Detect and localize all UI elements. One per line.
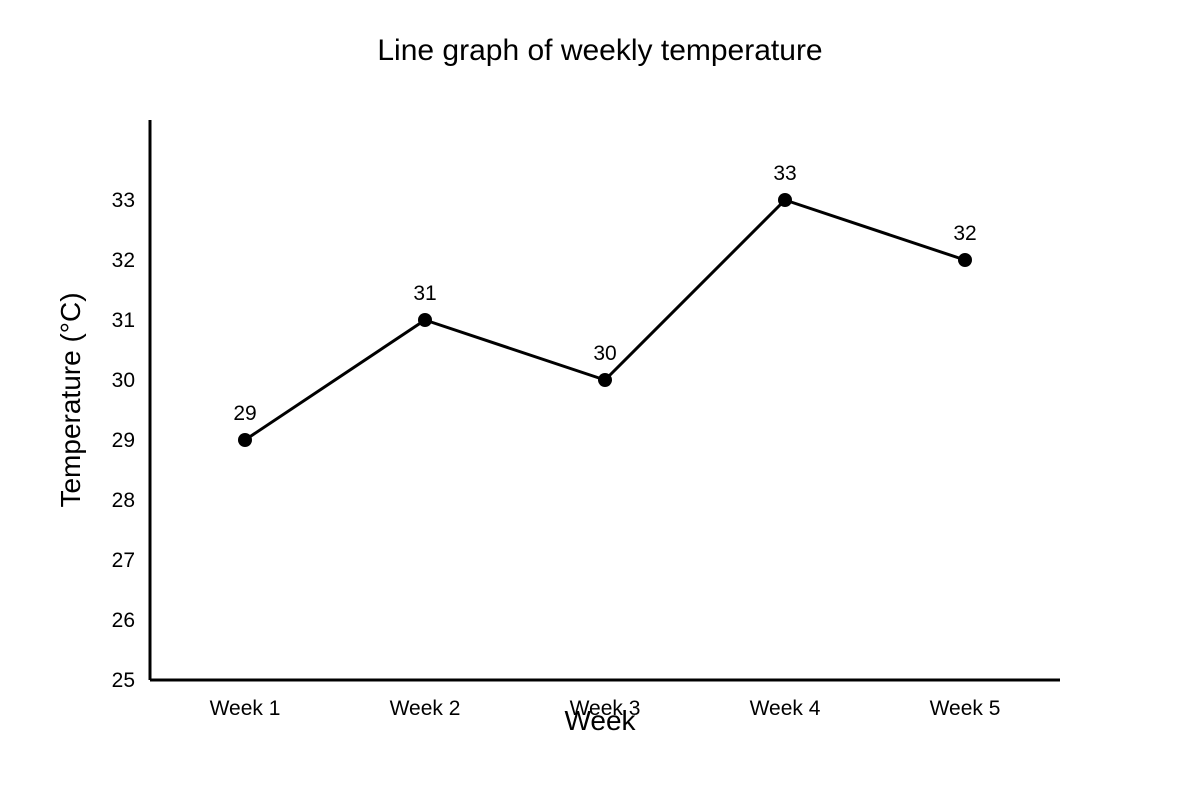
y-tick-label: 29 (112, 429, 135, 452)
data-point (958, 253, 972, 267)
series-line (244, 198, 966, 442)
chart-title: Line graph of weekly temperature (377, 34, 822, 67)
x-tick-label: Week 2 (390, 697, 461, 720)
y-tick-label: 31 (112, 309, 135, 332)
data-labels: 29 31 30 33 32 (233, 162, 976, 425)
x-tick-label: Week 1 (210, 697, 281, 720)
y-tick-label: 27 (112, 549, 135, 572)
y-axis-label: Temperature (°C) (55, 292, 86, 507)
y-tick-label: 30 (112, 369, 135, 392)
x-tick-label: Week 5 (930, 697, 1001, 720)
data-point (598, 373, 612, 387)
y-tick-label: 26 (112, 609, 135, 632)
x-axis-label: Week (564, 705, 636, 736)
data-point (418, 313, 432, 327)
x-tick-label: Week 4 (750, 697, 821, 720)
axes (148, 120, 1060, 682)
data-label: 30 (593, 342, 616, 365)
data-label: 31 (413, 282, 436, 305)
data-label: 29 (233, 402, 256, 425)
x-tick-label: Week 3 (570, 697, 641, 720)
y-tick-label: 33 (112, 189, 135, 212)
data-label: 32 (953, 222, 976, 245)
data-point (238, 433, 252, 447)
temperature-series (238, 193, 972, 447)
x-tick-labels: Week 1 Week 2 Week 3 Week 4 Week 5 (210, 697, 1001, 720)
y-tick-label: 25 (112, 669, 135, 692)
data-point (778, 193, 792, 207)
y-tick-label: 32 (112, 249, 135, 272)
data-label: 33 (773, 162, 796, 185)
y-tick-label: 28 (112, 489, 135, 512)
y-tick-labels: 25 26 27 28 29 30 31 32 33 (112, 189, 135, 692)
